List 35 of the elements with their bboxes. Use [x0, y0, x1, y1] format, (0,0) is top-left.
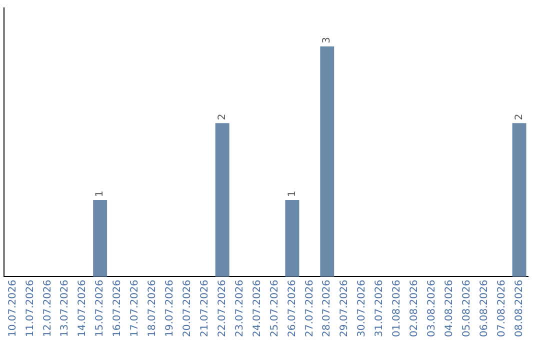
x-tick-label: 06.08.2026 [478, 280, 490, 338]
x-tick-label: 13.07.2026 [60, 280, 71, 338]
data-label: 1 [286, 190, 298, 197]
x-tick-label: 24.07.2026 [252, 280, 263, 338]
x-tick-label: 14.07.2026 [77, 280, 88, 338]
x-tick-label: 08.08.2026 [514, 280, 525, 338]
x-tick-label: 07.08.2026 [496, 280, 508, 338]
x-tick-label: 16.07.2026 [112, 280, 124, 338]
x-tick-label: 29.07.2026 [339, 280, 350, 338]
x-tick-label: 31.07.2026 [374, 280, 386, 338]
x-tick-label: 03.08.2026 [426, 280, 438, 338]
x-tick-label: 02.08.2026 [409, 280, 420, 338]
x-tick-label: 19.07.2026 [164, 280, 176, 338]
x-tick-label: 01.08.2026 [392, 280, 403, 338]
x-tick-label: 20.07.2026 [182, 280, 193, 338]
x-tick-label: 05.08.2026 [461, 280, 472, 338]
x-tick-label: 17.07.2026 [130, 280, 141, 338]
x-tick-label: 15.07.2026 [94, 280, 106, 338]
data-label: 2 [514, 114, 525, 120]
x-tick-label: 21.07.2026 [199, 280, 210, 338]
x-tick-label: 22.07.2026 [216, 280, 228, 338]
x-tick-label: 27.07.2026 [304, 280, 316, 338]
x-tick-label: 26.07.2026 [286, 280, 298, 338]
data-label: 1 [94, 190, 106, 197]
x-tick-label: 10.07.2026 [7, 280, 18, 338]
x-tick-label: 28.07.2026 [322, 280, 333, 338]
x-tick-label: 30.07.2026 [356, 280, 368, 338]
data-label: 2 [216, 114, 228, 120]
data-label: 3 [322, 37, 333, 44]
x-tick-label: 25.07.2026 [269, 280, 280, 338]
x-tick-label: 18.07.2026 [147, 280, 158, 338]
x-tick-label: 11.07.2026 [24, 280, 36, 338]
x-tick-label: 23.07.2026 [234, 280, 246, 338]
x-tick-label: 12.07.2026 [42, 280, 54, 338]
x-tick-label: 04.08.2026 [444, 280, 455, 338]
